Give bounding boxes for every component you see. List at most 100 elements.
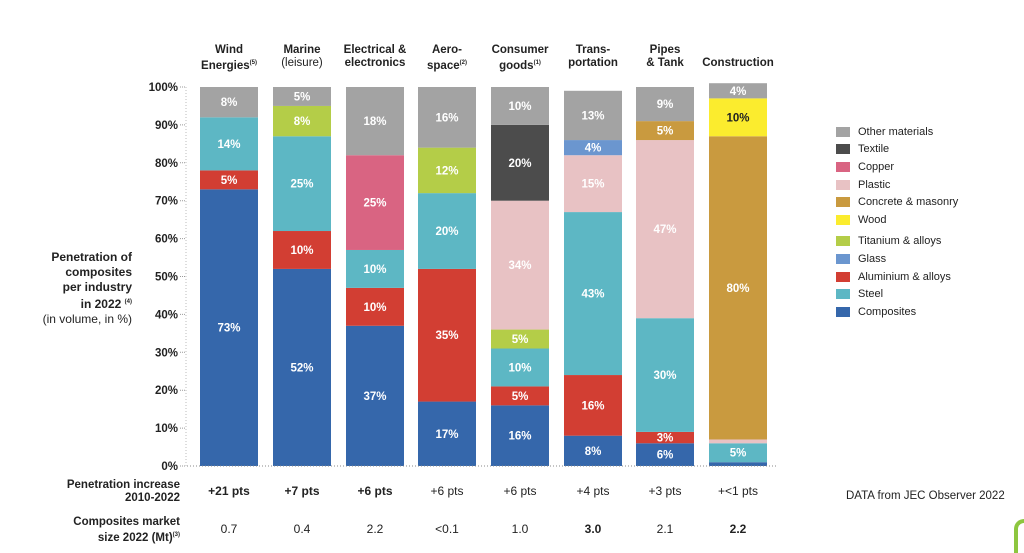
legend-swatch bbox=[836, 161, 850, 172]
market-value: 2.2 bbox=[729, 522, 747, 536]
y-title-sub: (in volume, in %) bbox=[42, 312, 132, 326]
legend-label: Steel bbox=[858, 288, 884, 301]
bar-stack: 73% 5% 14% 8% bbox=[200, 87, 258, 466]
category-header-line-1 bbox=[683, 44, 793, 57]
bar-segment bbox=[491, 405, 549, 466]
data-label: 18% bbox=[363, 116, 386, 128]
penetration-value: +3 pts bbox=[648, 484, 682, 498]
bar-segment bbox=[636, 87, 694, 122]
category-header: Consumer goods(1) bbox=[465, 44, 575, 73]
bar-segment bbox=[709, 136, 767, 440]
category-header: Construction bbox=[683, 44, 793, 70]
legend-label: Glass bbox=[858, 252, 887, 265]
bar-segment bbox=[491, 348, 549, 387]
data-label: 4% bbox=[730, 86, 747, 98]
market-value: 2.1 bbox=[656, 522, 674, 536]
bar-segment bbox=[418, 268, 476, 402]
market-value: 0.7 bbox=[220, 522, 238, 536]
data-label: 4% bbox=[585, 143, 602, 155]
bar-segment bbox=[709, 98, 767, 137]
category-header-line-1: Trans- bbox=[575, 44, 611, 56]
legend-swatch bbox=[836, 144, 850, 155]
y-tick-label: 50% bbox=[155, 272, 178, 284]
bar-segment bbox=[709, 439, 767, 444]
data-label: 5% bbox=[512, 391, 529, 403]
bar-segment bbox=[709, 443, 767, 463]
legend-label: Titanium & alloys bbox=[858, 235, 942, 248]
y-title-line-2: composites bbox=[65, 265, 132, 279]
market-label-note: (3) bbox=[172, 532, 180, 538]
data-label: 16% bbox=[581, 400, 604, 412]
y-tick-label: 80% bbox=[155, 158, 178, 170]
bar-segment bbox=[491, 124, 549, 201]
category-header-line-2: (leisure) bbox=[281, 57, 323, 69]
y-tick-label: 0% bbox=[161, 461, 178, 473]
y-title-line-1: Penetration of bbox=[51, 250, 132, 264]
bar-segment bbox=[636, 318, 694, 432]
source-note: DATA from JEC Observer 2022 bbox=[846, 490, 1005, 502]
bar-segment bbox=[491, 386, 549, 406]
y-tick-label: 60% bbox=[155, 234, 178, 246]
bar-stack: 8% 16% 43% 15% 4% 13% bbox=[564, 90, 622, 466]
data-label: 35% bbox=[435, 330, 458, 342]
data-label: 52% bbox=[290, 362, 313, 374]
market-label-line-1: Composites market bbox=[73, 516, 180, 528]
legend-swatch bbox=[836, 289, 850, 300]
category-header: Wind Energies(5) bbox=[174, 44, 284, 73]
bar-segment bbox=[273, 268, 331, 466]
bar-segment bbox=[273, 105, 331, 137]
bar-segment bbox=[200, 170, 258, 190]
category-header: Pipes & Tank bbox=[610, 44, 720, 70]
y-title-line-3: per industry bbox=[62, 280, 132, 294]
data-label: 8% bbox=[221, 97, 238, 109]
category-header-note: (1) bbox=[533, 60, 541, 66]
bar-segment bbox=[346, 249, 404, 288]
data-label: 13% bbox=[581, 110, 604, 122]
category-header: Electrical & electronics bbox=[320, 44, 430, 70]
data-label: 34% bbox=[508, 260, 531, 272]
data-label: 25% bbox=[363, 198, 386, 210]
market-value: 0.4 bbox=[293, 522, 311, 536]
legend-label: Other materials bbox=[858, 125, 934, 138]
bar-stack: 5% 80% 10% 4% bbox=[709, 83, 767, 466]
category-header-line-1: Consumer bbox=[491, 44, 549, 56]
legend-label: Copper bbox=[858, 160, 895, 173]
category-header-line-2: portation bbox=[568, 57, 618, 69]
legend: Other materials Textile Copper Plastic Concr… bbox=[836, 123, 958, 321]
data-label: 8% bbox=[294, 116, 311, 128]
data-label: 17% bbox=[435, 429, 458, 441]
bar-segment bbox=[636, 431, 694, 444]
data-label: 20% bbox=[435, 226, 458, 238]
y-title-line-4: in 2022 bbox=[80, 297, 122, 311]
y-title-note: (4) bbox=[124, 299, 132, 305]
bar-segment bbox=[564, 212, 622, 376]
legend-swatch bbox=[836, 197, 850, 208]
bar-segment bbox=[273, 87, 331, 106]
category-header-line-2: electronics bbox=[344, 57, 406, 69]
data-label: 5% bbox=[221, 175, 238, 187]
data-label: 10% bbox=[290, 245, 313, 257]
bar-segment bbox=[200, 189, 258, 466]
penetration-value: +<1 pts bbox=[717, 484, 759, 498]
legend-swatch bbox=[836, 214, 850, 225]
category-header: Aero-space(2) bbox=[392, 44, 502, 73]
category-header-line-1: Marine bbox=[283, 44, 321, 56]
bar-segment bbox=[491, 200, 549, 330]
category-header-line-2: Energies(5) bbox=[201, 59, 257, 72]
y-axis-title: Penetration of composites per industry i… bbox=[8, 250, 132, 327]
data-label: 10% bbox=[363, 264, 386, 276]
legend-item: Aluminium & alloys bbox=[836, 268, 958, 286]
y-tick-label: 100% bbox=[149, 82, 178, 94]
bar-segment bbox=[346, 87, 404, 156]
data-label: 25% bbox=[290, 179, 313, 191]
data-label: 15% bbox=[581, 179, 604, 191]
data-label: 5% bbox=[294, 91, 311, 103]
data-label: 12% bbox=[435, 165, 458, 177]
legend-item: Wood bbox=[836, 211, 958, 229]
legend-label: Composites bbox=[858, 305, 917, 318]
legend-swatch bbox=[836, 306, 850, 317]
category-header-line-2: goods(1) bbox=[499, 59, 541, 72]
data-label: 73% bbox=[217, 323, 240, 335]
bar-segment bbox=[709, 462, 767, 466]
category-header-note: (5) bbox=[249, 60, 257, 66]
